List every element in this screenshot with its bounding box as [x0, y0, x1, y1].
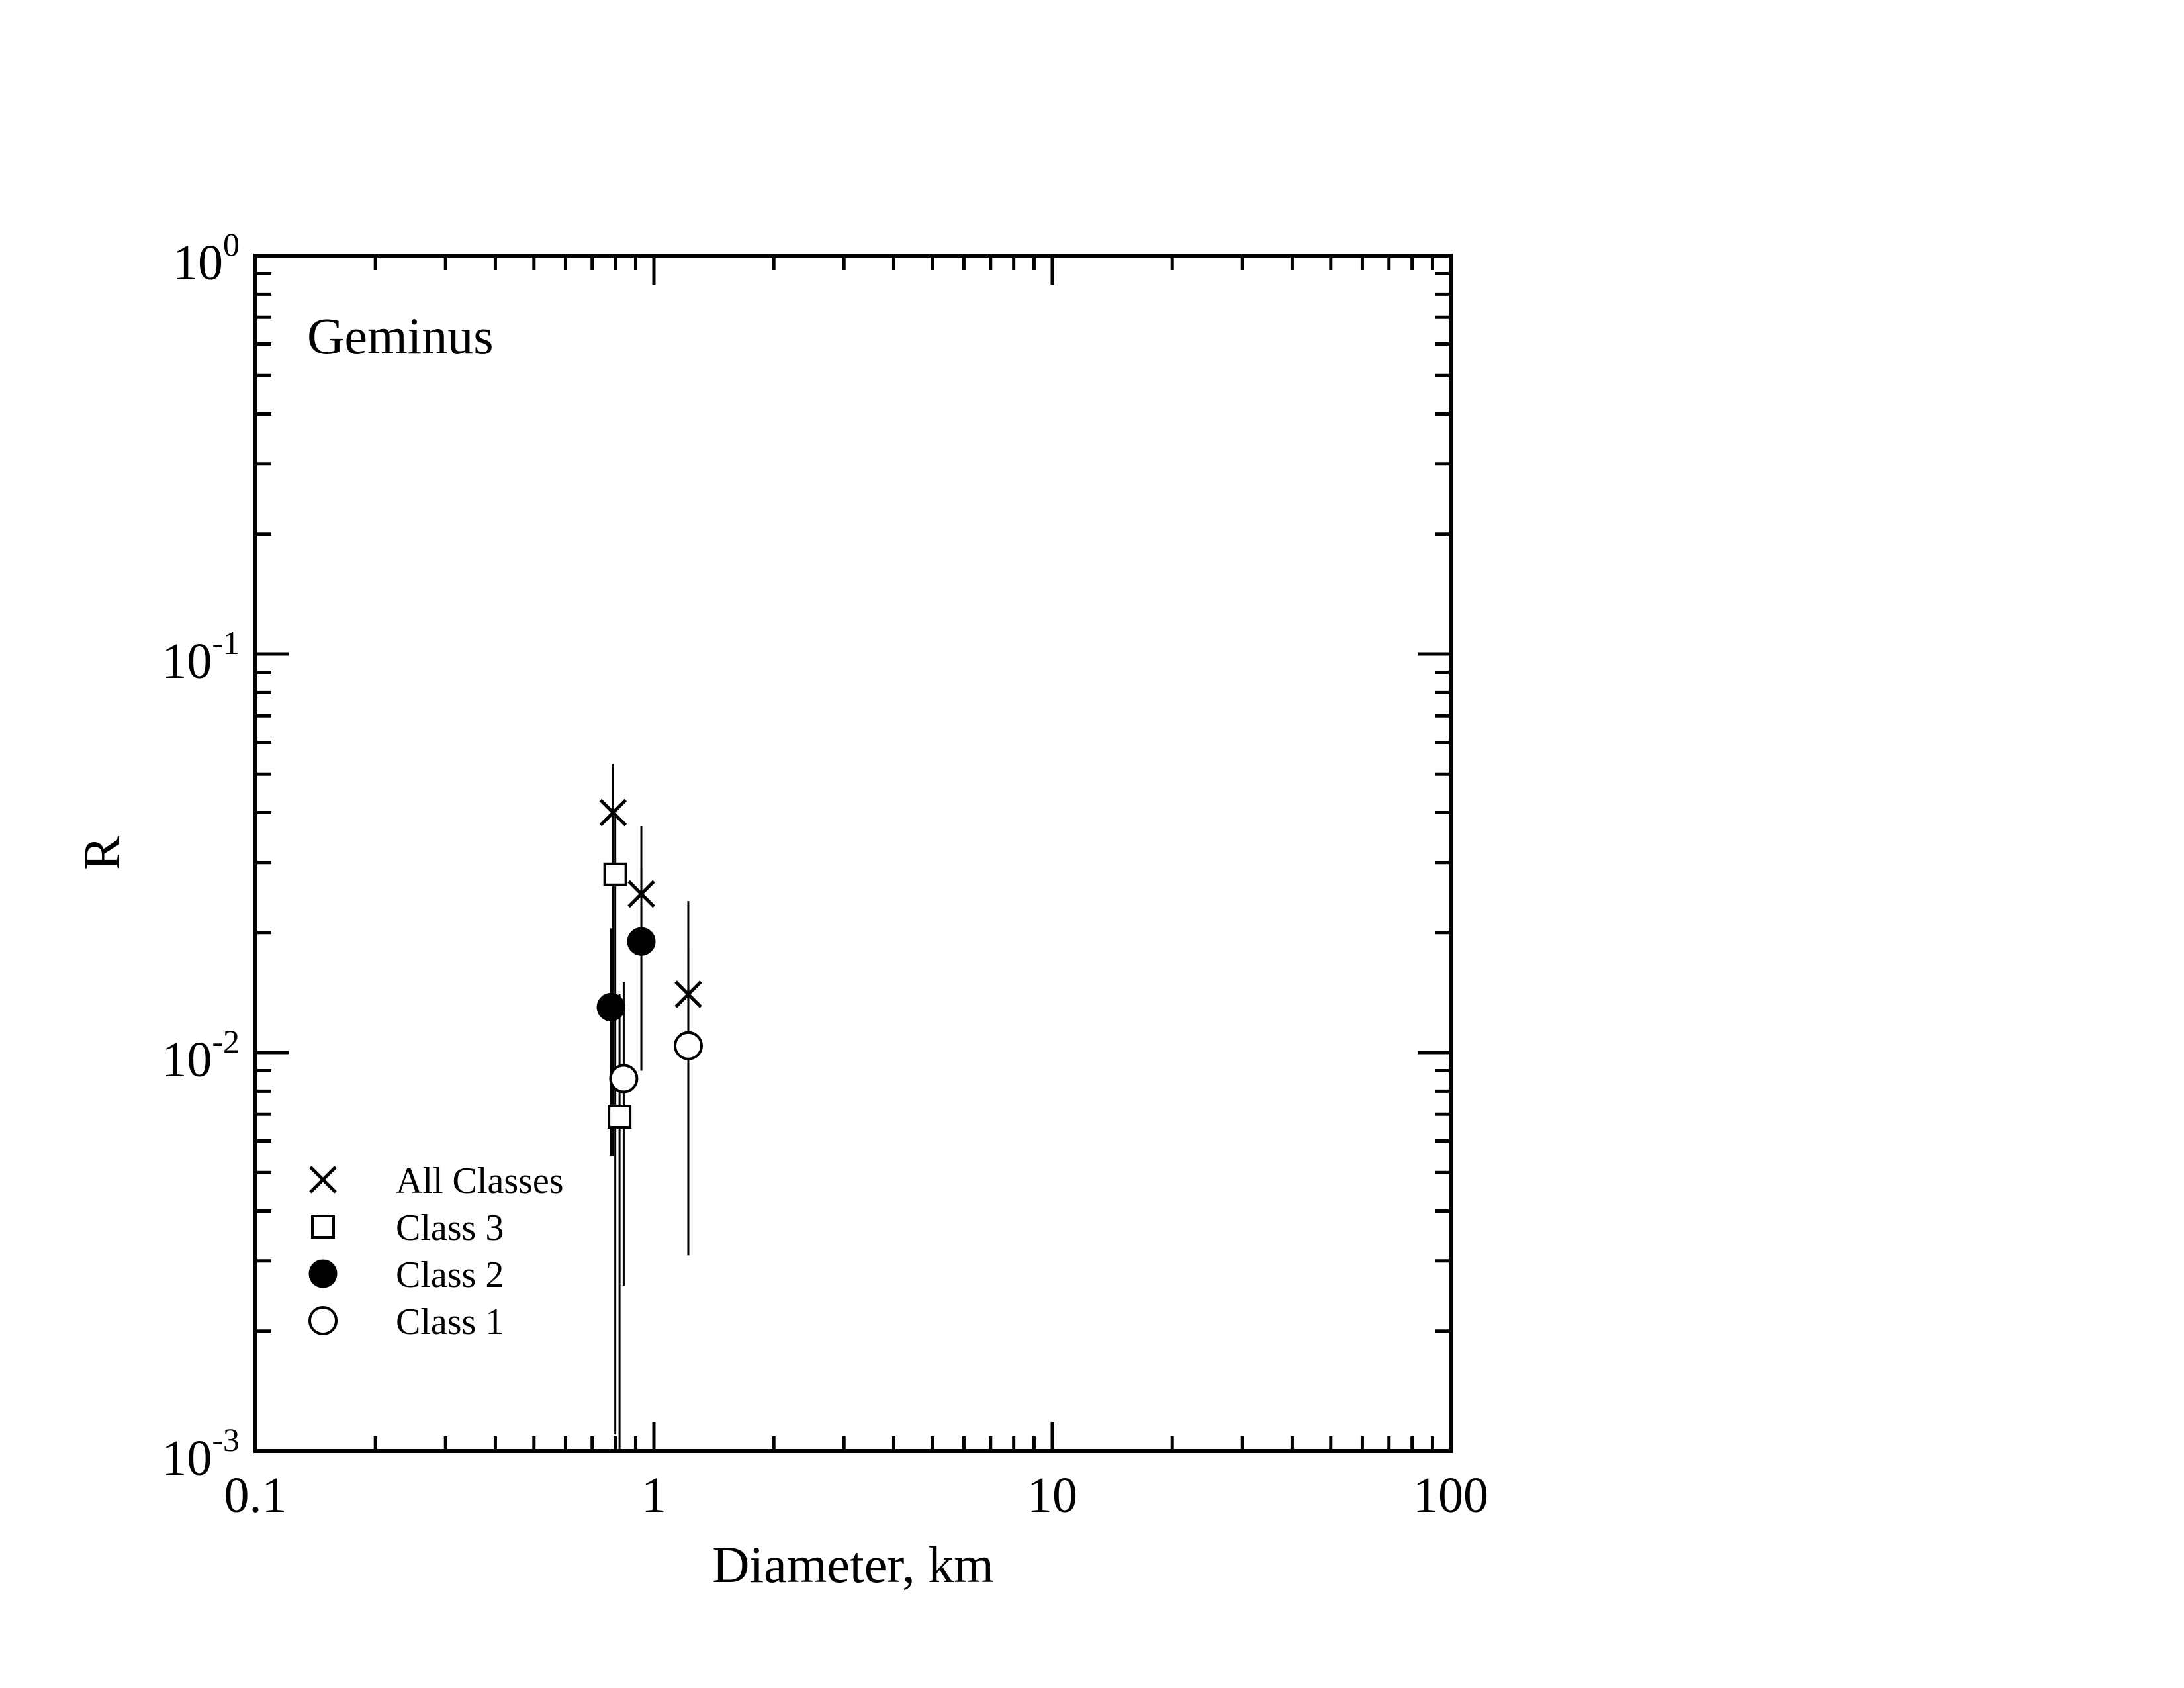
tick-marks [253, 256, 1451, 1453]
plot-annotation: Geminus [307, 307, 494, 365]
point-class-3 [603, 862, 627, 886]
point-all-classes [674, 980, 702, 1008]
legend-label-class-1: Class 1 [396, 1301, 504, 1342]
x-marker-stroke [627, 880, 655, 908]
tick-labels: 0.1 1 10 100 100 10-1 10-2 10-3 [161, 226, 1488, 1523]
point-all-classes [627, 880, 655, 908]
legend-label-class-2: Class 2 [396, 1254, 504, 1295]
x-tick-label: 10 [1027, 1468, 1077, 1523]
plot-frame [253, 254, 1453, 1453]
y-tick-label: 10-3 [161, 1421, 240, 1486]
x-marker-stroke [599, 798, 627, 827]
legend-marker-all-classes [309, 1166, 337, 1194]
data-markers [596, 798, 703, 1129]
legend-marker-class-3 [311, 1215, 335, 1239]
point-class-1 [673, 1031, 703, 1060]
y-tick-label: 10-2 [161, 1023, 240, 1088]
point-class-2 [627, 927, 656, 956]
x-tick-label: 1 [641, 1468, 666, 1523]
x-tick-label: 100 [1413, 1468, 1488, 1523]
x-tick-label: 0.1 [224, 1468, 287, 1523]
legend: All Classes Class 3 Class 2 Class 1 [308, 1160, 564, 1342]
legend-marker-class-2 [308, 1259, 338, 1288]
x-marker-stroke [674, 980, 702, 1008]
point-class-3 [608, 1105, 632, 1129]
y-tick-label: 10-1 [161, 624, 240, 689]
point-class-1 [609, 1064, 639, 1094]
x-marker-stroke [309, 1166, 337, 1194]
legend-marker-class-1 [308, 1306, 338, 1335]
point-all-classes [599, 798, 627, 827]
legend-label-all-classes: All Classes [396, 1160, 564, 1201]
legend-label-class-3: Class 3 [396, 1207, 504, 1248]
y-axis-label: R [73, 836, 130, 870]
y-tick-label: 100 [173, 226, 240, 291]
x-axis-label: Diameter, km [712, 1536, 994, 1593]
point-class-2 [596, 992, 625, 1021]
